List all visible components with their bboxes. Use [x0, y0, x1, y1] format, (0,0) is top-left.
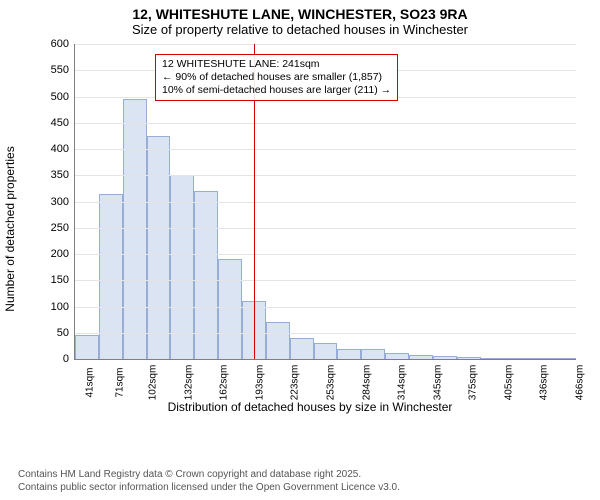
annotation-line: ← 90% of detached houses are smaller (1,…: [162, 71, 391, 84]
x-axis-label: Distribution of detached houses by size …: [40, 400, 580, 414]
x-tick-label: 284sqm: [361, 365, 372, 401]
y-tick-label: 350: [51, 169, 75, 181]
histogram-bar: [290, 338, 314, 359]
x-tick-label: 193sqm: [254, 365, 265, 401]
y-tick-label: 0: [63, 353, 75, 365]
x-tick-label: 405sqm: [503, 365, 514, 401]
y-tick-label: 250: [51, 222, 75, 234]
y-tick-label: 300: [51, 196, 75, 208]
footer-line-1: Contains HM Land Registry data © Crown c…: [18, 469, 400, 482]
x-tick-label: 466sqm: [574, 365, 585, 401]
histogram-bar: [337, 349, 361, 360]
y-tick-label: 200: [51, 248, 75, 260]
histogram-bar: [75, 335, 99, 359]
y-tick-label: 550: [51, 64, 75, 76]
page-title: 12, WHITESHUTE LANE, WINCHESTER, SO23 9R…: [0, 0, 600, 22]
gridline: [75, 149, 576, 150]
y-tick-label: 150: [51, 274, 75, 286]
x-tick-label: 436sqm: [539, 365, 550, 401]
gridline: [75, 202, 576, 203]
histogram-bar: [123, 99, 147, 359]
histogram-bar: [147, 136, 171, 359]
y-tick-label: 100: [51, 301, 75, 313]
histogram-bar: [99, 194, 123, 359]
histogram-bar: [218, 259, 242, 359]
x-tick-row: 41sqm71sqm102sqm132sqm162sqm193sqm223sqm…: [75, 359, 576, 370]
y-tick-label: 600: [51, 38, 75, 50]
gridline: [75, 254, 576, 255]
plot-area: 41sqm71sqm102sqm132sqm162sqm193sqm223sqm…: [74, 44, 576, 360]
footer-text: Contains HM Land Registry data © Crown c…: [18, 469, 400, 494]
gridline: [75, 280, 576, 281]
x-tick-label: 102sqm: [147, 365, 158, 401]
gridline: [75, 175, 576, 176]
gridline: [75, 307, 576, 308]
x-tick-label: 41sqm: [85, 367, 96, 397]
x-tick-label: 132sqm: [183, 365, 194, 401]
x-tick-label: 345sqm: [432, 365, 443, 401]
gridline: [75, 123, 576, 124]
histogram-bar: [361, 349, 385, 360]
y-axis-label: Number of detached properties: [3, 146, 17, 311]
x-tick-label: 223sqm: [290, 365, 301, 401]
annotation-box: 12 WHITESHUTE LANE: 241sqm← 90% of detac…: [155, 54, 398, 101]
annotation-line: 12 WHITESHUTE LANE: 241sqm: [162, 58, 391, 71]
gridline: [75, 44, 576, 45]
y-tick-label: 400: [51, 143, 75, 155]
gridline: [75, 333, 576, 334]
x-tick-label: 71sqm: [115, 367, 126, 397]
histogram-bar: [170, 175, 194, 359]
y-tick-label: 50: [57, 327, 75, 339]
x-tick-label: 375sqm: [468, 365, 479, 401]
y-tick-label: 450: [51, 117, 75, 129]
x-tick-label: 253sqm: [325, 365, 336, 401]
page-subtitle: Size of property relative to detached ho…: [0, 22, 600, 41]
histogram-bar: [314, 343, 338, 359]
gridline: [75, 228, 576, 229]
y-tick-label: 500: [51, 91, 75, 103]
x-tick-label: 314sqm: [396, 365, 407, 401]
histogram-bar: [194, 191, 218, 359]
x-tick-label: 162sqm: [218, 365, 229, 401]
histogram-bar: [266, 322, 290, 359]
chart-container: Number of detached properties 41sqm71sqm…: [40, 44, 580, 414]
footer-line-2: Contains public sector information licen…: [18, 482, 400, 495]
annotation-line: 10% of semi-detached houses are larger (…: [162, 84, 391, 97]
